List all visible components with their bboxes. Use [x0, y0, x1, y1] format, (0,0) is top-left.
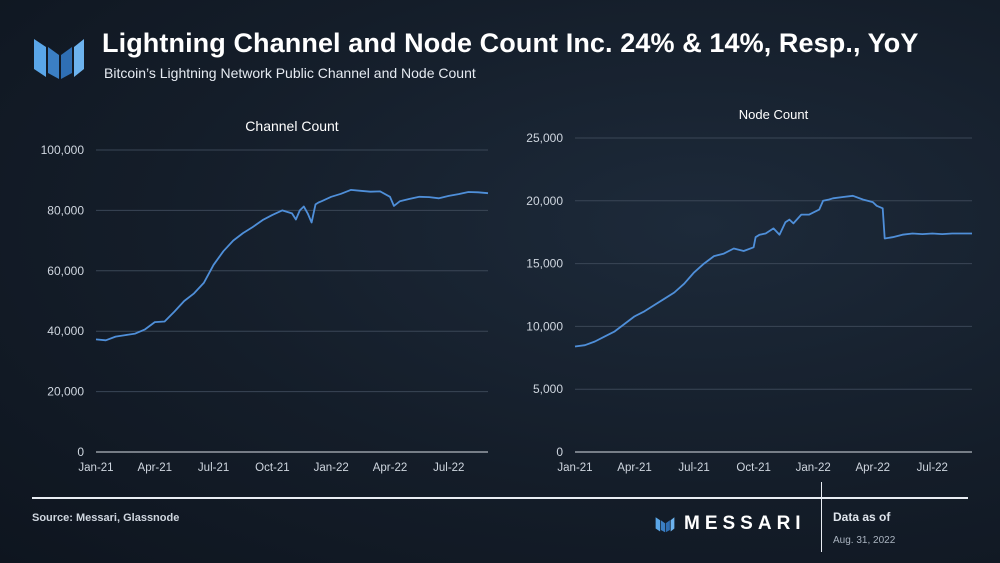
node-y-tick-label: 15,000 — [526, 257, 563, 271]
node-x-tick-label: Jul-21 — [678, 462, 709, 474]
node-x-tick-label: Apr-21 — [617, 462, 652, 474]
node-x-tick-label: Jul-22 — [917, 462, 948, 474]
page-title: Lightning Channel and Node Count Inc. 24… — [102, 28, 919, 58]
brand-name: MESSARI — [684, 513, 806, 534]
channel-x-tick-label: Jan-22 — [314, 462, 349, 474]
node-y-tick-label: 0 — [556, 445, 563, 459]
messari-logo-icon — [34, 39, 84, 79]
channel-y-tick-label: 80,000 — [47, 203, 84, 217]
channel-x-tick-label: Oct-21 — [255, 462, 290, 474]
channel-y-tick-label: 0 — [77, 445, 84, 459]
channel-chart-title: Channel Count — [245, 118, 339, 134]
channel-x-tick-label: Apr-21 — [138, 462, 173, 474]
data-as-of-label: Data as of — [833, 510, 891, 524]
node-x-tick-label: Apr-22 — [855, 462, 890, 474]
node-x-tick-label: Jan-21 — [557, 462, 592, 474]
channel-x-tick-label: Jul-22 — [433, 462, 464, 474]
channel-y-tick-label: 60,000 — [47, 264, 84, 278]
node-series-line — [574, 194, 972, 348]
node-chart-title: Node Count — [739, 107, 809, 122]
source-note: Source: Messari, Glassnode — [32, 512, 180, 524]
channel-x-tick-label: Apr-22 — [373, 462, 408, 474]
node-y-tick-label: 5,000 — [533, 382, 563, 396]
page-subtitle: Bitcoin’s Lightning Network Public Chann… — [104, 65, 476, 81]
node-y-tick-label: 25,000 — [526, 131, 563, 145]
node-y-tick-label: 20,000 — [526, 194, 563, 208]
footer-vertical-divider — [821, 482, 822, 552]
channel-y-tick-label: 40,000 — [47, 324, 84, 338]
channel-y-tick-label: 100,000 — [41, 143, 85, 157]
footer-brand: MESSARI — [654, 512, 806, 536]
footer-divider — [32, 497, 968, 499]
messari-brand-icon — [655, 517, 675, 533]
node-x-tick-label: Jan-22 — [796, 462, 831, 474]
node-x-tick-label: Oct-21 — [736, 462, 771, 474]
channel-x-tick-label: Jul-21 — [198, 462, 229, 474]
data-as-of-date: Aug. 31, 2022 — [833, 535, 896, 546]
channel-series-line — [95, 188, 489, 342]
channel-x-tick-label: Jan-21 — [78, 462, 113, 474]
node-y-tick-label: 10,000 — [526, 319, 563, 333]
channel-y-tick-label: 20,000 — [47, 385, 84, 399]
